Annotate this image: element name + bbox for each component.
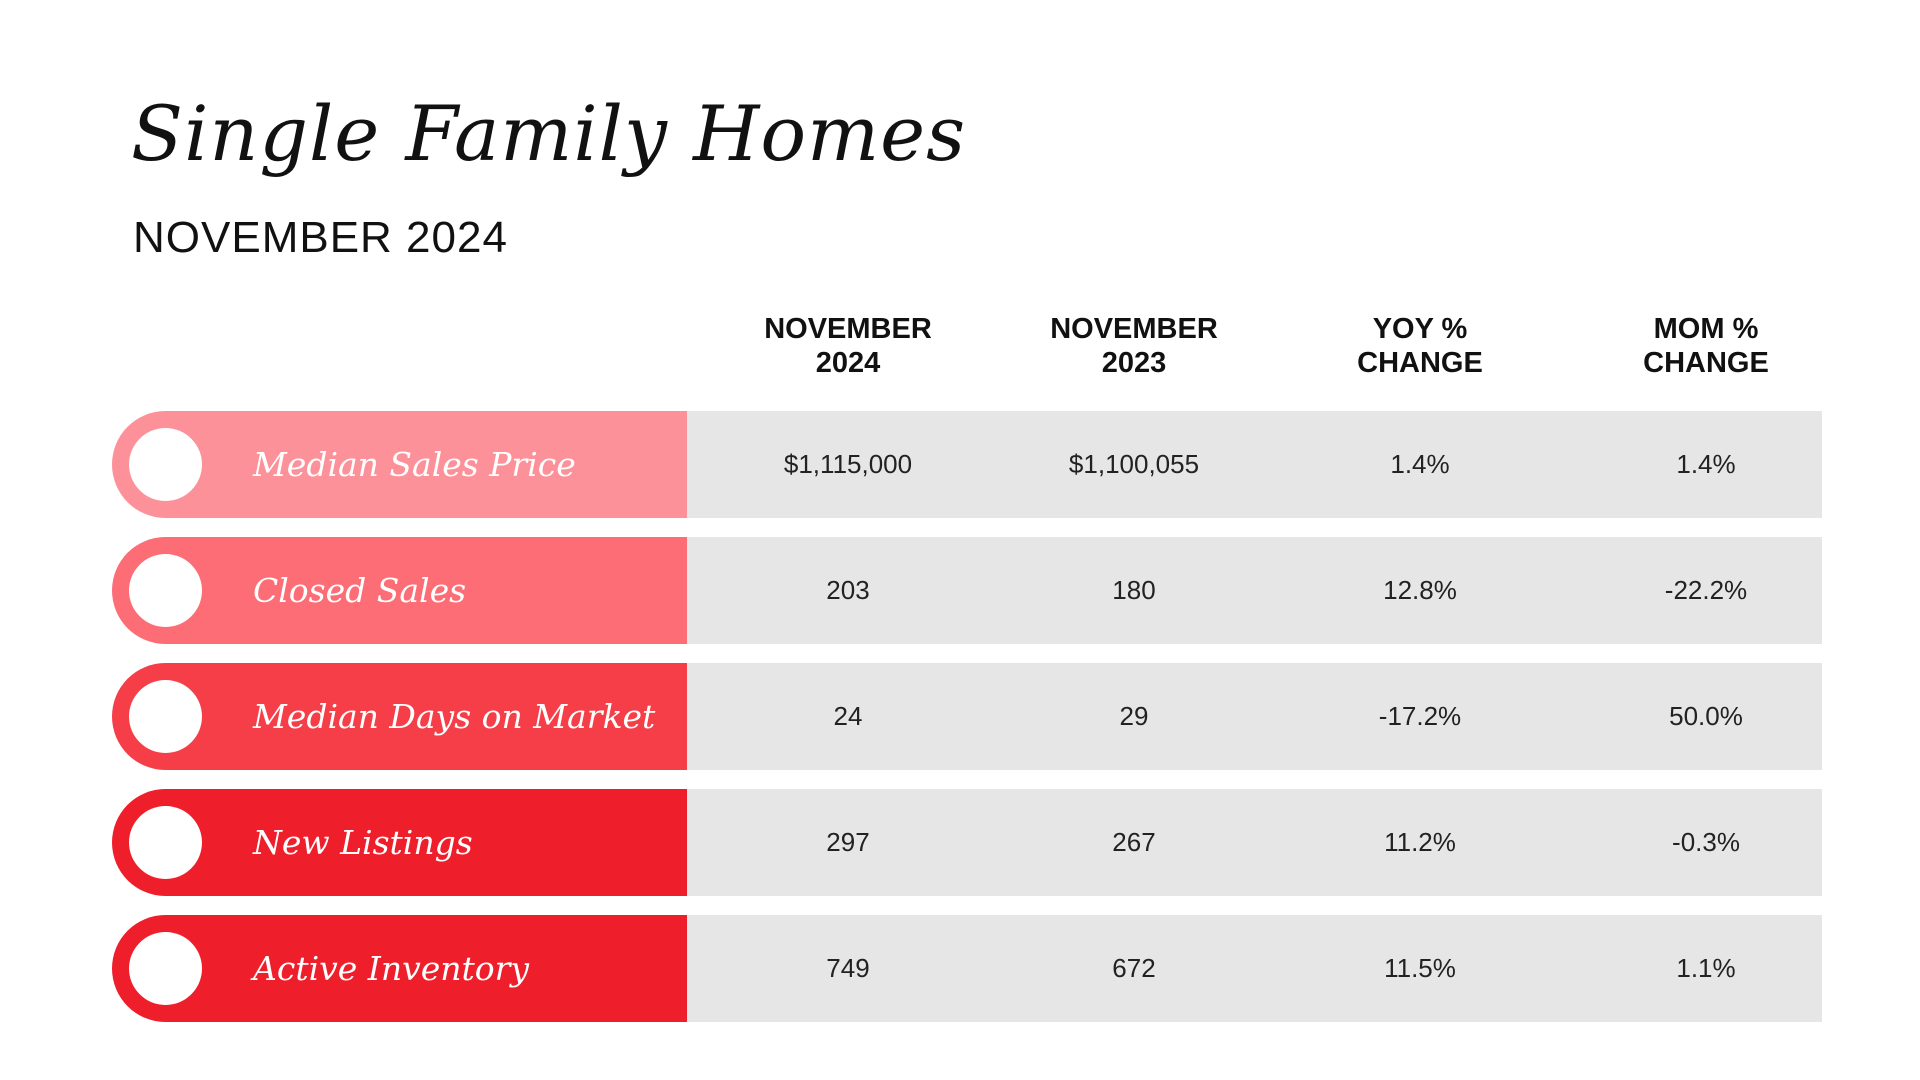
column-header-line: CHANGE (1357, 347, 1483, 379)
row-label-pill: Median Sales Price (112, 411, 687, 518)
row-background (682, 411, 1822, 518)
circle-icon (129, 554, 202, 627)
table-row-closed-sales: Closed Sales 203 180 12.8% -22.2% (112, 537, 1822, 644)
row-label: Active Inventory (253, 949, 530, 988)
cell-mom-change: 50.0% (1669, 701, 1743, 731)
column-header-november-2023: NOVEMBER 2023 (991, 312, 1277, 380)
row-label: Closed Sales (253, 571, 467, 610)
column-header-line: NOVEMBER (1050, 313, 1218, 345)
table-row-median-days-on-market: Median Days on Market 24 29 -17.2% 50.0% (112, 663, 1822, 770)
cell-november-2023: 29 (1119, 701, 1149, 731)
row-background (682, 915, 1822, 1022)
cell-november-2023: 672 (1112, 953, 1156, 983)
column-header-november-2024: NOVEMBER 2024 (705, 312, 991, 380)
cell-november-2023: 267 (1112, 827, 1156, 857)
cell-mom-change: 1.4% (1676, 449, 1736, 479)
circle-icon (129, 680, 202, 753)
column-header-line: MOM % (1653, 313, 1759, 345)
row-label: Median Days on Market (253, 697, 656, 736)
cell-yoy-change: -17.2% (1378, 701, 1462, 731)
cell-november-2024: 24 (833, 701, 863, 731)
cell-mom-change: 1.1% (1676, 953, 1736, 983)
row-label-pill: Active Inventory (112, 915, 687, 1022)
row-label-pill: Closed Sales (112, 537, 687, 644)
table-row-active-inventory: Active Inventory 749 672 11.5% 1.1% (112, 915, 1822, 1022)
column-header-line: YOY % (1372, 313, 1468, 345)
column-header-yoy-change: YOY % CHANGE (1277, 312, 1563, 380)
row-background (682, 537, 1822, 644)
cell-yoy-change: 11.2% (1384, 827, 1456, 857)
column-header-line: NOVEMBER (764, 313, 932, 345)
cell-november-2024: $1,115,000 (783, 449, 913, 479)
page-title: Single Family Homes (131, 89, 967, 178)
page-subtitle: NOVEMBER 2024 (133, 213, 508, 262)
column-header-line: 2024 (815, 347, 881, 379)
row-label: Median Sales Price (253, 445, 576, 484)
circle-icon (129, 428, 202, 501)
cell-mom-change: -22.2% (1664, 575, 1748, 605)
cell-november-2024: 297 (826, 827, 870, 857)
table-row-median-sales-price: Median Sales Price $1,115,000 $1,100,055… (112, 411, 1822, 518)
table-row-new-listings: New Listings 297 267 11.2% -0.3% (112, 789, 1822, 896)
cell-mom-change: -0.3% (1672, 827, 1740, 857)
cell-yoy-change: 11.5% (1384, 953, 1456, 983)
column-header-line: 2023 (1101, 347, 1167, 379)
cell-yoy-change: 1.4% (1390, 449, 1450, 479)
row-background (682, 663, 1822, 770)
circle-icon (129, 932, 202, 1005)
row-label-pill: New Listings (112, 789, 687, 896)
column-header-mom-change: MOM % CHANGE (1563, 312, 1849, 380)
cell-november-2023: $1,100,055 (1068, 449, 1200, 479)
cell-november-2024: 203 (826, 575, 870, 605)
column-header-line: CHANGE (1643, 347, 1769, 379)
cell-november-2023: 180 (1112, 575, 1156, 605)
row-label: New Listings (253, 823, 473, 862)
cell-yoy-change: 12.8% (1383, 575, 1457, 605)
row-label-pill: Median Days on Market (112, 663, 687, 770)
cell-november-2024: 749 (826, 953, 870, 983)
circle-icon (129, 806, 202, 879)
row-background (682, 789, 1822, 896)
